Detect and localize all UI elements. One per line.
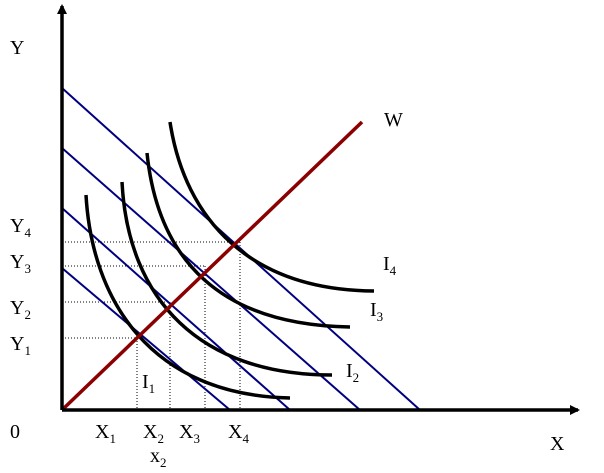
guides (62, 241, 241, 410)
x-axis-label: X (550, 433, 565, 455)
origin-label: 0 (10, 421, 20, 443)
y-label: Y4 (10, 215, 31, 240)
curve-label-base: I (142, 371, 149, 393)
x-label-sub: 3 (193, 431, 200, 446)
curve-label-sub: 3 (377, 309, 384, 324)
y-label-sub: 1 (24, 343, 31, 358)
curve-label-sub: 4 (390, 263, 397, 278)
x-label-base: X (179, 421, 194, 443)
curve-label: I3 (370, 299, 383, 324)
x-label: X2 (143, 421, 164, 446)
y-label: Y3 (10, 251, 31, 276)
x-label-base: X (95, 421, 110, 443)
x-label-base: X (143, 421, 158, 443)
y-label-base: Y (10, 251, 24, 273)
x-label-sub: 4 (242, 431, 249, 446)
y-label-sub: 4 (24, 225, 31, 240)
y-label: Y1 (10, 333, 31, 358)
extra-label-base: x (150, 445, 160, 467)
extra-label: x2 (150, 445, 167, 470)
curve-label-sub: 2 (353, 370, 360, 385)
x-label-sub: 2 (157, 431, 164, 446)
curve-label: I2 (346, 360, 359, 385)
curve-label: I4 (383, 253, 397, 278)
y-label-sub: 2 (24, 307, 31, 322)
y-label-sub: 3 (24, 261, 31, 276)
path-label: W (384, 109, 403, 131)
curve-label-sub: 1 (149, 381, 156, 396)
indifference-curves (84, 121, 375, 400)
y-label-base: Y (10, 333, 24, 355)
curve-label-base: I (370, 299, 377, 321)
curve-label-base: I (383, 253, 390, 275)
x-label: X4 (228, 421, 249, 446)
y-label-base: Y (10, 215, 24, 237)
x-label: X3 (179, 421, 200, 446)
y-label-base: Y (10, 297, 24, 319)
x-label: X1 (95, 421, 116, 446)
curve-label: I1 (142, 371, 155, 396)
y-label: Y2 (10, 297, 31, 322)
expansion-path (60, 120, 364, 412)
x-label-base: X (228, 421, 243, 443)
curve-label-base: I (346, 360, 353, 382)
x-label-sub: 1 (109, 431, 116, 446)
extra-label-sub: 2 (160, 455, 167, 470)
y-axis-label: Y (10, 37, 24, 59)
